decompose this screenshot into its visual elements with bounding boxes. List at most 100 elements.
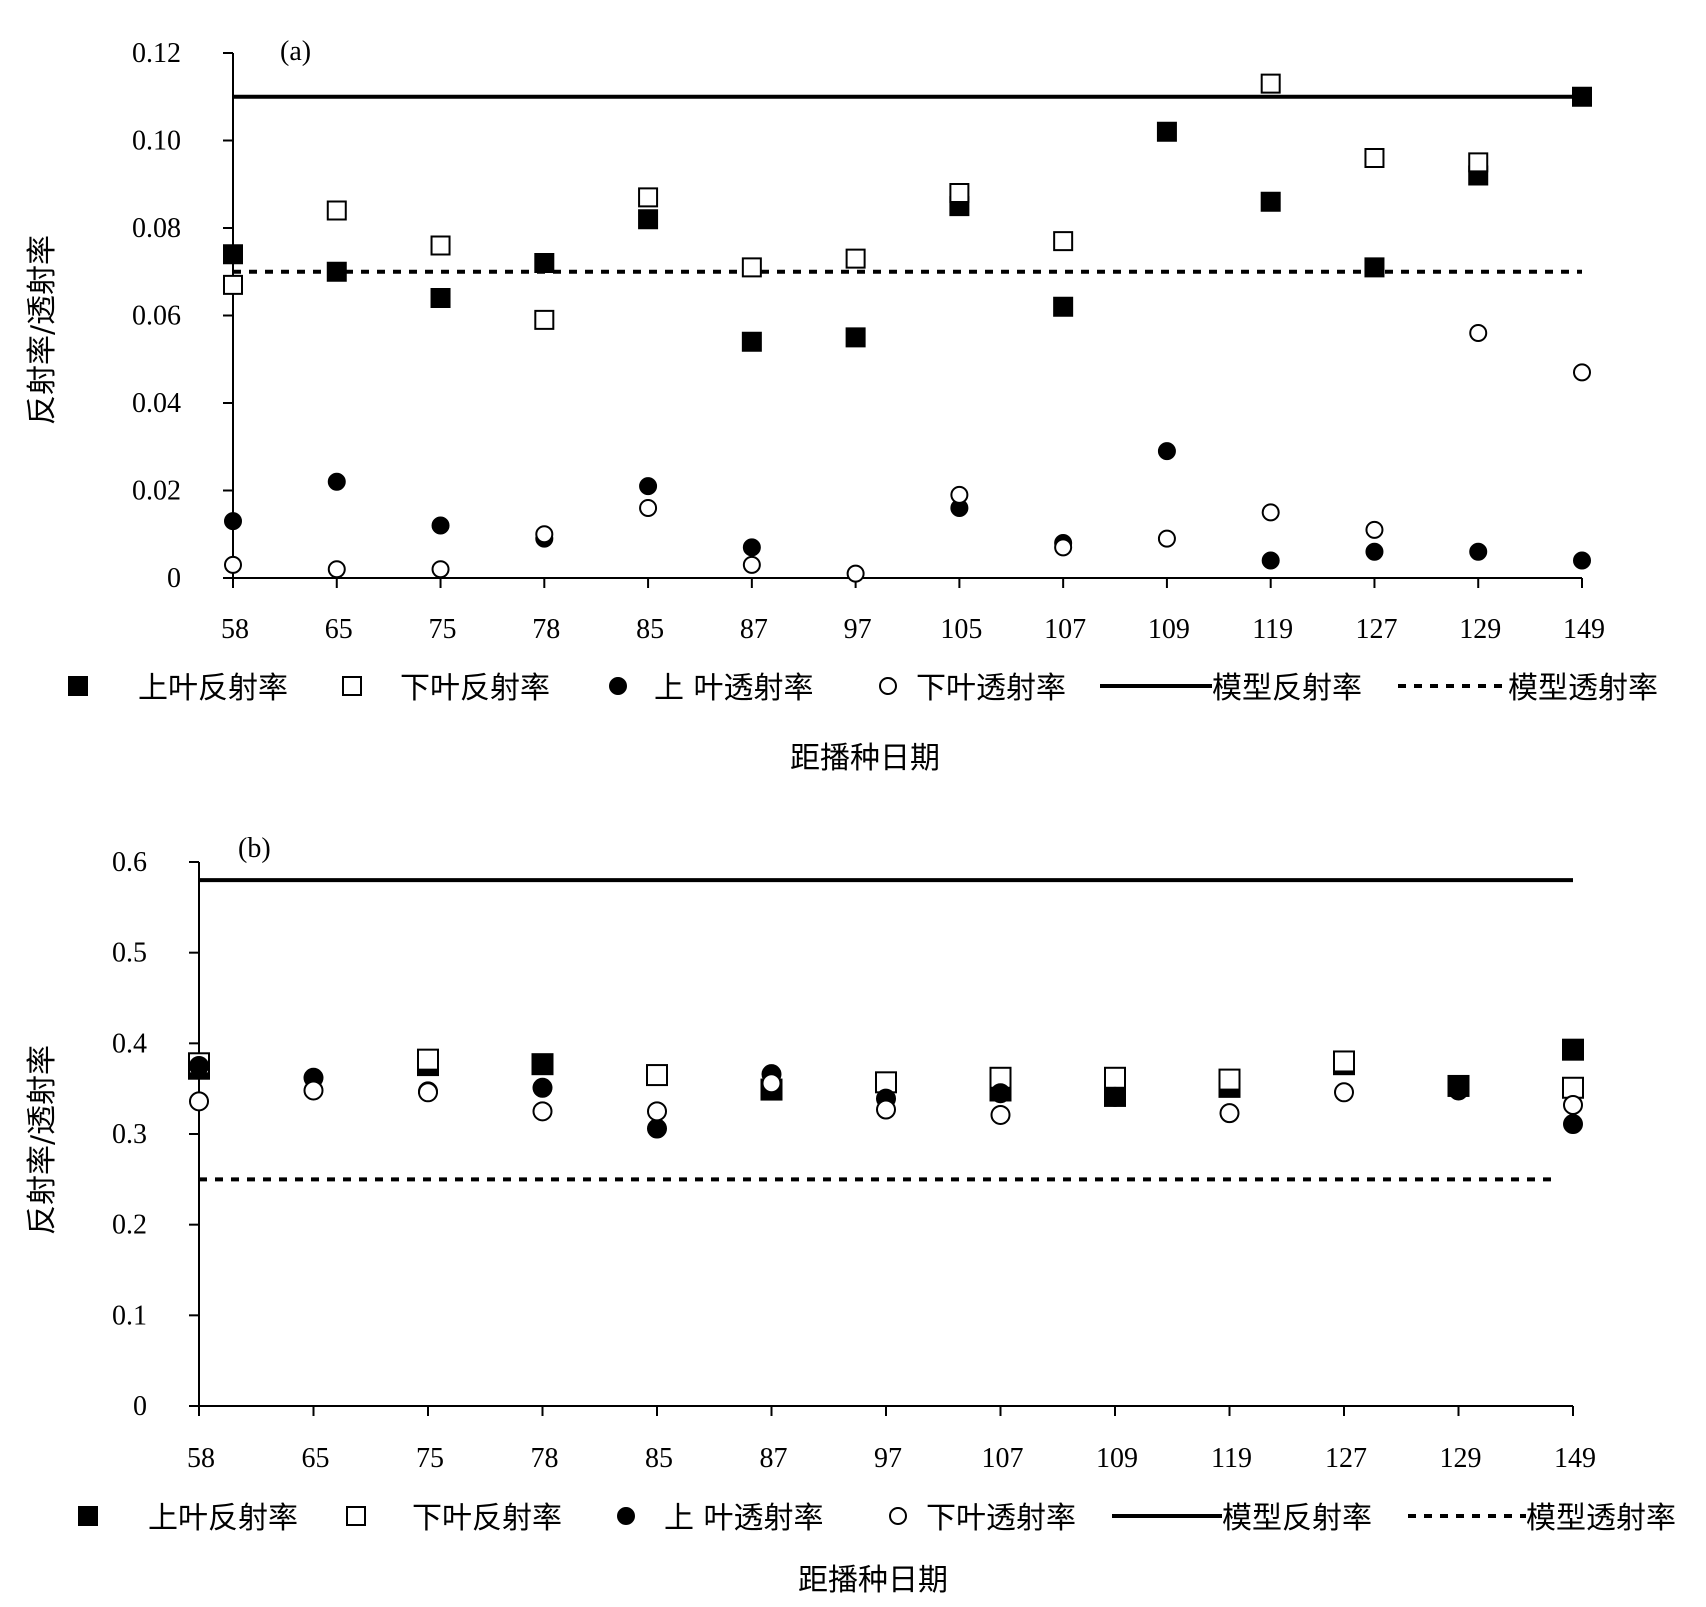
chart-a-point-s2 [1261, 551, 1280, 570]
chart-b-y-tick-labels: 0.6 0.5 0.4 0.3 0.2 0.1 0 [112, 847, 147, 1422]
chart-a-point-s0 [741, 331, 762, 352]
chart-b-points [188, 1038, 1584, 1139]
chart-a-point-s3 [1469, 324, 1488, 342]
chart-a-y-axis-label: 反射率/透射率 [25, 235, 60, 425]
chart-b-legend: 上叶反射率 下叶反射率 上 叶透射率 下叶透射率 模型反射率 模型透射率 [78, 1501, 1676, 1536]
chart-b-x-tick-labels: 58 65 75 78 85 87 97 107 109 119 127 129 149 [187, 1443, 1596, 1474]
chart-b-point-s3 [418, 1082, 438, 1103]
chart-a-x-tick-label: 75 [429, 614, 457, 645]
chart-a-point-s1 [1364, 148, 1385, 168]
chart-b-point-s2 [1105, 1086, 1125, 1107]
chart-a-point-s2 [1365, 542, 1384, 561]
chart-a-point-s1 [1260, 73, 1281, 94]
chart-a-point-s3 [1261, 503, 1280, 522]
chart-b-point-s0 [531, 1053, 554, 1076]
chart-a-x-tick-label: 149 [1563, 614, 1605, 645]
chart-b-point-s2 [1448, 1080, 1469, 1101]
chart-b-y-tick-label: 0.3 [112, 1119, 147, 1150]
chart-a-x-tick-label: 109 [1148, 614, 1190, 645]
chart-b-x-axis-label: 距播种日期 [798, 1563, 948, 1598]
chart-b-x-tick-label: 119 [1211, 1443, 1252, 1474]
chart-a-legend-marker [68, 676, 88, 696]
chart-b-legend-marker [889, 1507, 907, 1525]
chart-a-x-tick-label: 58 [221, 614, 249, 645]
chart-a-panel-label: (a) [280, 36, 311, 67]
chart-a-point-s3 [224, 555, 242, 574]
chart-a-point-s2 [327, 472, 346, 491]
chart-a-x-tick-labels: 58 65 75 78 85 87 97 105 107 109 119 127 129 149 [221, 614, 1605, 645]
chart-b-point-s3 [761, 1073, 782, 1094]
chart-b-point-s3 [876, 1099, 896, 1120]
chart-b-x-tick-label: 127 [1325, 1443, 1367, 1474]
chart-b-x-tick-label: 65 [302, 1443, 330, 1474]
chart-b-point-s1 [1333, 1050, 1355, 1073]
chart-a-legend-label: 模型透射率 [1508, 671, 1658, 706]
chart-b-x-tick-label: 78 [531, 1443, 559, 1474]
chart-b-legend-marker [78, 1506, 98, 1526]
chart-b-legend-label: 模型反射率 [1222, 1501, 1372, 1536]
chart-a-point-s2 [639, 477, 658, 496]
chart-b-y-tick-label: 0.5 [112, 938, 147, 969]
chart-a-point-s3 [431, 560, 450, 579]
chart-b-x-tick-label: 149 [1554, 1443, 1596, 1474]
chart-b-y-tick-label: 0.2 [112, 1210, 147, 1241]
chart-b-point-s3 [303, 1080, 324, 1101]
chart-b-legend-label: 上叶反射率 [148, 1501, 298, 1536]
chart-a-point-s3 [846, 564, 865, 583]
chart-b-point-s2 [532, 1077, 553, 1098]
chart-b-y-tick-label: 0.1 [112, 1300, 147, 1331]
chart-b-legend-label: 上 叶透射率 [664, 1501, 824, 1536]
chart-a-y-tick-label: 0.10 [132, 126, 181, 157]
chart-a-point-s2 [224, 512, 242, 531]
chart-a-x-tick-label: 85 [636, 614, 664, 645]
chart-a-x-tick-label: 129 [1459, 614, 1501, 645]
chart-a-x-tick-label: 97 [844, 614, 872, 645]
chart-a-point-s0 [430, 288, 451, 308]
chart-b-point-s2 [990, 1083, 1011, 1104]
chart-a-legend-label: 上叶反射率 [138, 671, 288, 706]
chart-a-point-s1 [430, 235, 451, 256]
chart-b-point-s1 [646, 1064, 668, 1087]
chart-b-point-s2 [1563, 1114, 1583, 1135]
chart-a-point-s0 [1260, 191, 1281, 212]
chart-b-x-tick-label: 109 [1096, 1443, 1138, 1474]
chart-b-x-tick-label: 75 [416, 1443, 444, 1474]
chart-a-point-s2 [742, 538, 761, 557]
chart-a-point-s0 [1572, 86, 1592, 107]
chart-b-x-tick-label: 85 [645, 1443, 673, 1474]
chart-b-x-tick-label: 97 [874, 1443, 902, 1474]
chart-a-point-s3 [950, 485, 969, 504]
chart-b-y-axis-label: 反射率/透射率 [25, 1045, 60, 1235]
chart-b-point-s3 [647, 1101, 667, 1122]
chart-b-y-tick-label: 0.6 [112, 847, 147, 878]
chart-b-legend-label: 下叶反射率 [412, 1501, 562, 1536]
chart-b-point-s3 [1563, 1094, 1583, 1115]
chart-a-y-tick-label: 0 [167, 563, 181, 594]
chart-b-point-s1 [417, 1048, 439, 1071]
chart-a-point-s3 [327, 560, 346, 579]
chart-a-x-tick-label: 127 [1355, 614, 1397, 645]
chart-b-x-tick-label: 87 [760, 1443, 788, 1474]
chart-a-x-axis-label: 距播种日期 [790, 741, 940, 776]
chart-a-point-s2 [1573, 551, 1591, 570]
chart-b-point-s3 [1219, 1103, 1240, 1124]
chart-b-y-tick-label: 0 [133, 1391, 147, 1422]
chart-a-point-s3 [1157, 529, 1176, 548]
chart-a-legend-label: 上 叶透射率 [654, 671, 814, 706]
chart-b-y-tick-label: 0.4 [112, 1028, 147, 1059]
chart-a-y-tick-label: 0.06 [132, 301, 181, 332]
chart-a-point-s1 [949, 183, 970, 203]
chart-a: 0.12 0.10 0.08 0.06 0.04 0.02 0 58 65 75 78 85 87 97… [25, 36, 1658, 776]
chart-a-point-s0 [534, 253, 555, 273]
chart-a-x-tick-label: 65 [325, 614, 353, 645]
chart-a-point-s0 [1053, 296, 1074, 317]
chart-b-axes [189, 861, 1574, 1416]
chart-b-point-s2 [647, 1118, 667, 1139]
chart-a-point-s0 [1364, 257, 1385, 278]
chart-a-legend-label: 下叶反射率 [400, 671, 550, 706]
chart-b-legend-marker [346, 1506, 366, 1526]
chart-a-point-s1 [326, 200, 347, 221]
chart-b-x-tick-label: 107 [982, 1443, 1024, 1474]
chart-b-point-s3 [189, 1091, 209, 1112]
